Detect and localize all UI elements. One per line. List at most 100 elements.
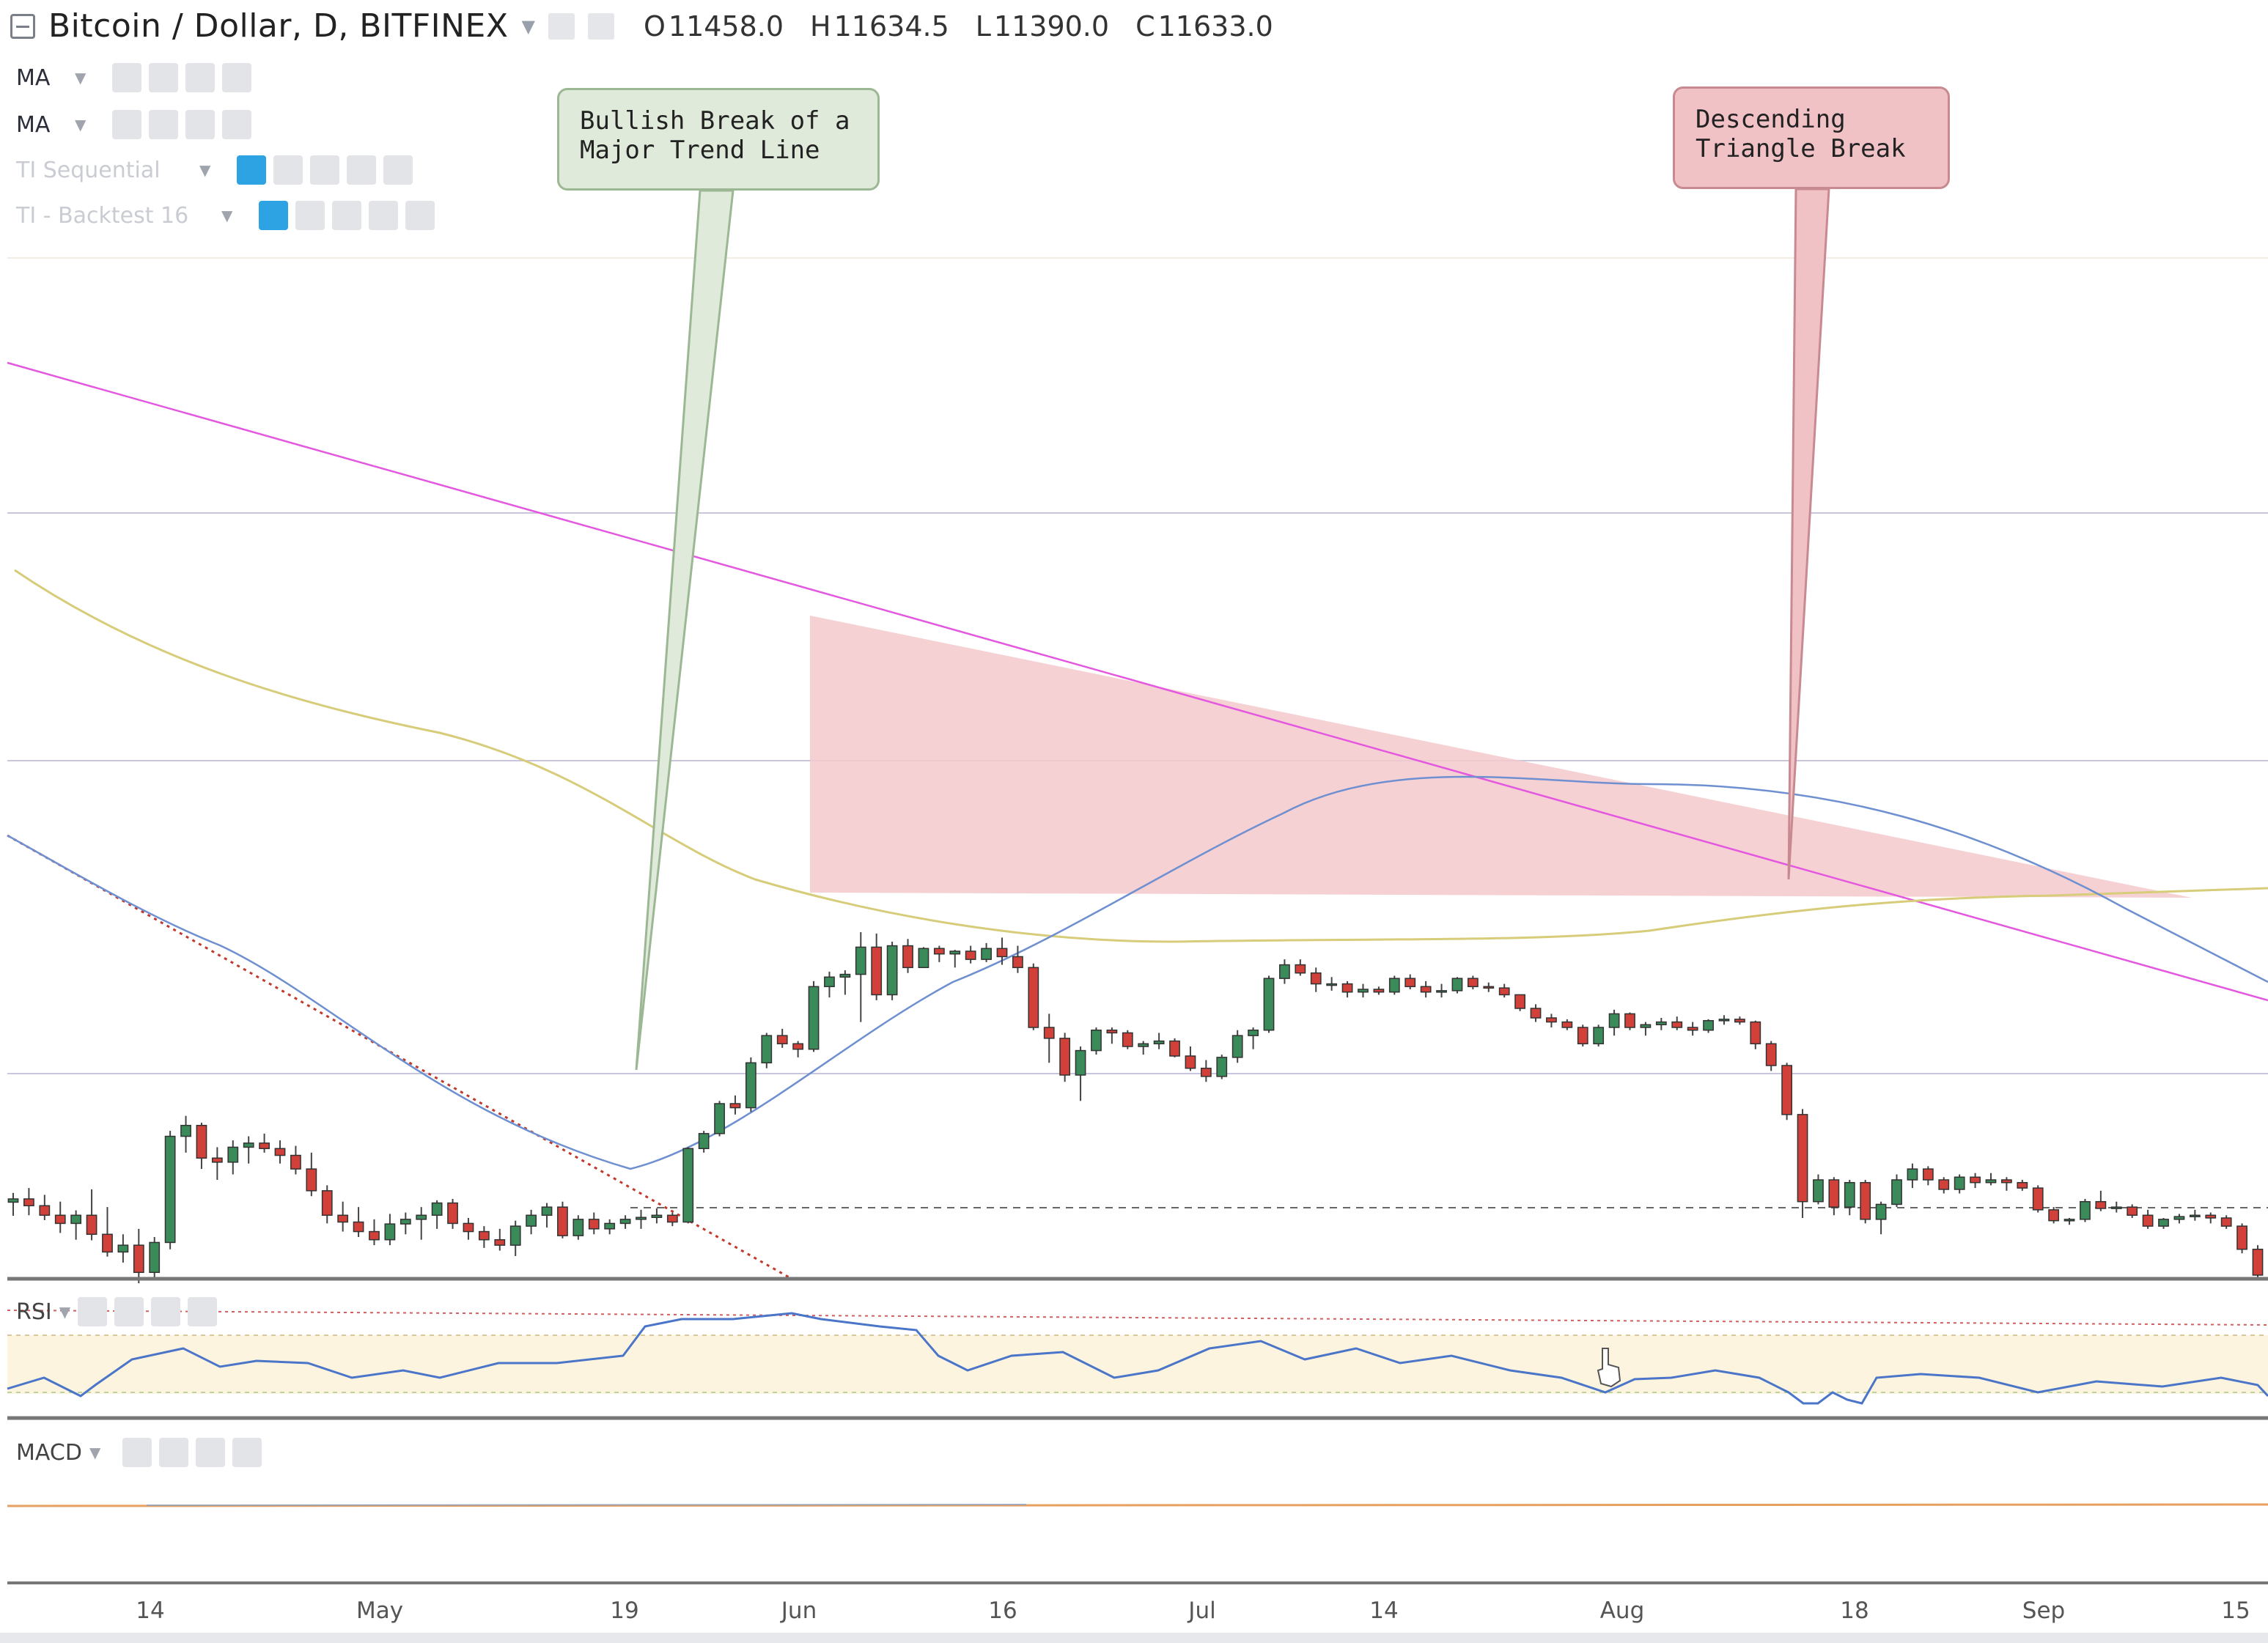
- chevron-down-icon[interactable]: ▼: [75, 69, 86, 86]
- chevron-down-icon[interactable]: ▼: [221, 207, 233, 224]
- add-icon[interactable]: [185, 110, 216, 139]
- settings-icon[interactable]: [149, 110, 179, 139]
- candle: [133, 1228, 144, 1284]
- candle: [902, 939, 913, 973]
- candle-body: [117, 1244, 129, 1253]
- candle: [463, 1218, 474, 1240]
- candle: [808, 981, 820, 1052]
- indicator-row-ma-1[interactable]: MA ▼: [16, 63, 252, 92]
- visibility-icon[interactable]: [112, 110, 142, 139]
- candle-body: [636, 1216, 647, 1220]
- add-icon[interactable]: [369, 201, 399, 230]
- x-tick-label: 14: [136, 1598, 165, 1624]
- candle-body: [1420, 986, 1432, 993]
- source-icon[interactable]: [332, 201, 362, 230]
- add-icon[interactable]: [185, 63, 216, 92]
- candle-body: [1498, 987, 1510, 996]
- candle: [274, 1140, 286, 1164]
- settings-icon[interactable]: [295, 201, 325, 230]
- candle: [1813, 1174, 1824, 1205]
- close-icon[interactable]: [188, 1297, 218, 1326]
- candle-body: [792, 1043, 804, 1050]
- candle: [1091, 1027, 1102, 1055]
- callout-line: Bullish Break of a: [580, 106, 850, 136]
- candle-body: [1514, 994, 1525, 1009]
- candle: [1138, 1041, 1149, 1055]
- candle-body: [1122, 1032, 1133, 1047]
- chevron-down-icon[interactable]: ▼: [521, 15, 535, 37]
- close-icon[interactable]: [405, 201, 435, 230]
- indicator-row-ti-sequential[interactable]: TI Sequential ▼: [16, 155, 413, 185]
- rsi-pane-label[interactable]: RSI ▼: [16, 1297, 218, 1326]
- close-label: C: [1135, 10, 1155, 43]
- candle: [1451, 977, 1463, 994]
- collapse-icon[interactable]: [10, 13, 35, 39]
- settings-icon[interactable]: [587, 12, 614, 40]
- descending-triangle-callout[interactable]: Descending Triangle Break: [1673, 86, 1950, 189]
- visibility-icon[interactable]: [548, 12, 575, 40]
- settings-icon[interactable]: [114, 1297, 144, 1326]
- add-icon[interactable]: [347, 155, 377, 185]
- candle: [1216, 1055, 1228, 1079]
- candle-body: [557, 1206, 568, 1236]
- candle: [745, 1057, 756, 1112]
- close-icon[interactable]: [222, 63, 252, 92]
- candle-body: [1404, 978, 1416, 988]
- indicator-name: MA: [16, 111, 51, 138]
- rsi-overbought-line: [7, 1310, 2268, 1326]
- macd-pane-label[interactable]: MACD ▼: [16, 1438, 262, 1467]
- candle-body: [2236, 1225, 2247, 1250]
- close-icon[interactable]: [383, 155, 413, 185]
- chevron-down-icon[interactable]: ▼: [59, 1303, 71, 1321]
- candle: [1671, 1016, 1683, 1030]
- candle-body: [1970, 1176, 1981, 1184]
- x-tick-label: 15: [2221, 1598, 2250, 1624]
- open-value: 11458.0: [668, 10, 784, 43]
- candle: [526, 1209, 537, 1235]
- indicator-row-ti-backtest[interactable]: TI - Backtest 16 ▼: [16, 201, 435, 230]
- bullish-break-callout[interactable]: Bullish Break of a Major Trend Line: [557, 88, 880, 191]
- chevron-down-icon[interactable]: ▼: [75, 116, 86, 133]
- candle-body: [1341, 983, 1353, 993]
- descending-triangle: [810, 616, 2192, 898]
- chevron-down-icon[interactable]: ▼: [89, 1444, 101, 1461]
- macd-line: [146, 1504, 1027, 1506]
- candle: [682, 1147, 694, 1224]
- candle-body: [1451, 978, 1463, 992]
- candle: [164, 1131, 176, 1249]
- candle: [761, 1033, 773, 1068]
- callout-line: Triangle Break: [1696, 134, 1906, 163]
- visibility-icon[interactable]: [78, 1297, 108, 1326]
- chevron-down-icon[interactable]: ▼: [199, 161, 211, 179]
- candle-body: [1954, 1176, 1965, 1190]
- add-icon[interactable]: [196, 1438, 226, 1467]
- close-icon[interactable]: [222, 110, 252, 139]
- candle-body: [1530, 1008, 1542, 1019]
- candle-body: [1200, 1067, 1212, 1077]
- visibility-icon[interactable]: [237, 155, 267, 185]
- candle-body: [274, 1148, 286, 1156]
- candle: [1388, 975, 1400, 995]
- symbol-title[interactable]: Bitcoin / Dollar, D, BITFINEX: [48, 7, 509, 45]
- candle: [211, 1147, 223, 1180]
- close-icon[interactable]: [232, 1438, 262, 1467]
- settings-icon[interactable]: [273, 155, 303, 185]
- candle-body: [23, 1198, 34, 1207]
- candle-body: [400, 1219, 411, 1225]
- indicator-row-ma-2[interactable]: MA ▼: [16, 110, 252, 139]
- visibility-icon[interactable]: [112, 63, 142, 92]
- candle-body: [1608, 1013, 1620, 1028]
- settings-icon[interactable]: [149, 63, 179, 92]
- candle: [666, 1212, 678, 1227]
- callout-line: Descending: [1696, 105, 1846, 134]
- add-icon[interactable]: [151, 1297, 181, 1326]
- settings-icon[interactable]: [159, 1438, 189, 1467]
- candle: [2080, 1199, 2091, 1222]
- visibility-icon[interactable]: [122, 1438, 152, 1467]
- high-value: 11634.5: [833, 10, 949, 43]
- candle: [2048, 1207, 2060, 1224]
- candle-body: [1263, 978, 1275, 1031]
- source-icon[interactable]: [310, 155, 340, 185]
- visibility-icon[interactable]: [259, 201, 289, 230]
